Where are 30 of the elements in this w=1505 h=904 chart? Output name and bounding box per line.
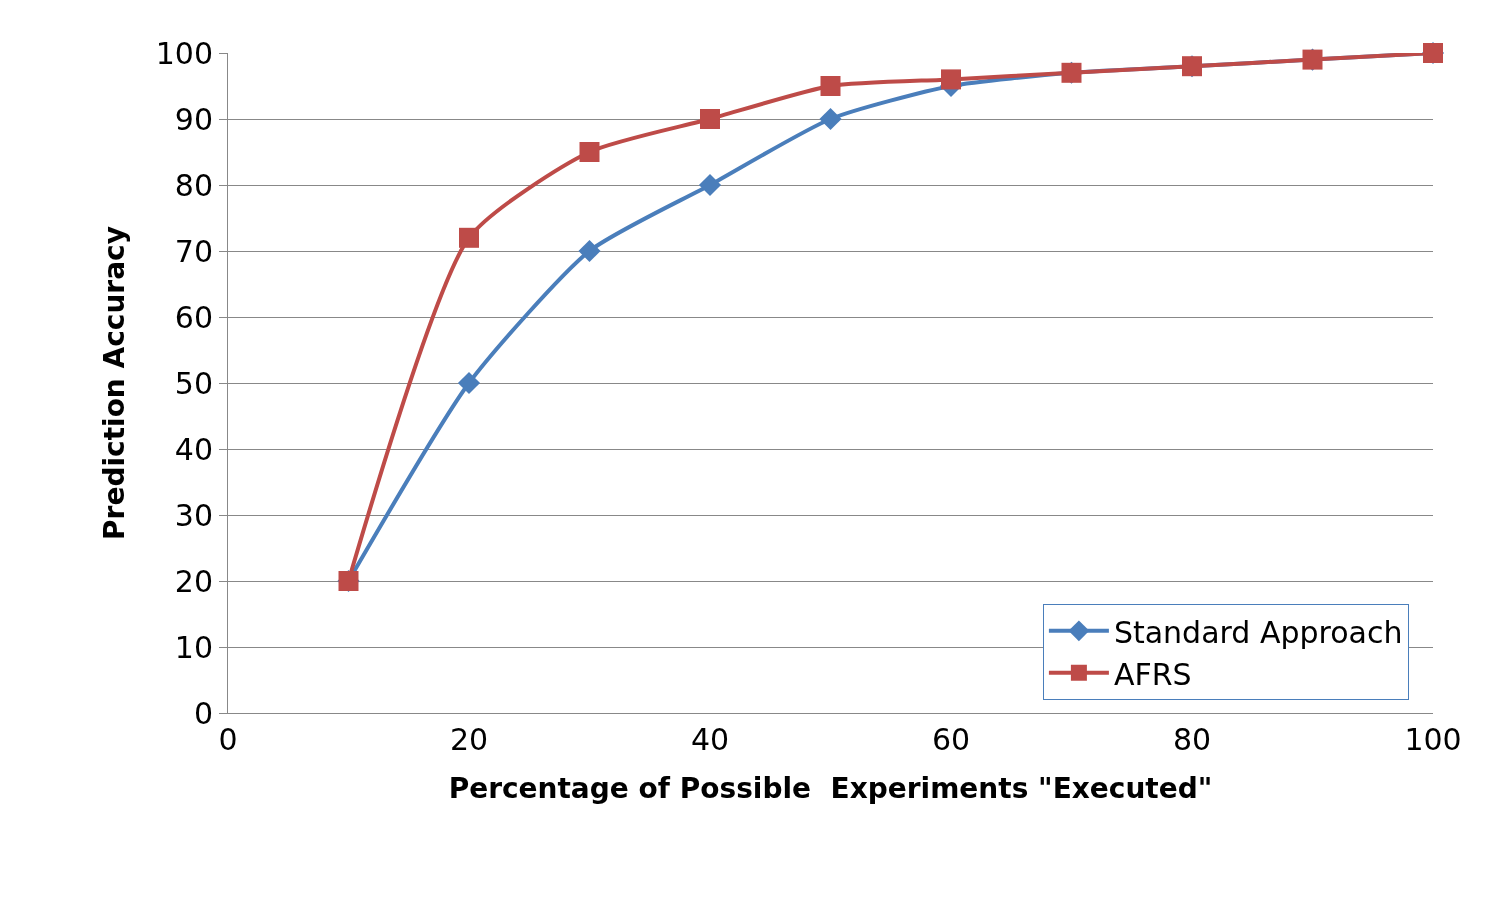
point <box>698 173 722 197</box>
y-tick-label: 70 <box>174 233 213 269</box>
y-axis-title: Prediction Accuracy <box>98 226 132 540</box>
x-tick-label: 100 <box>1404 722 1462 757</box>
y-tick-label: 10 <box>174 629 213 665</box>
point <box>579 142 600 162</box>
legend-label: Standard Approach <box>1113 614 1403 650</box>
point <box>819 107 842 131</box>
point <box>457 371 481 395</box>
point <box>700 109 720 129</box>
x-tick-label: 40 <box>690 722 730 757</box>
y-tick-label: 30 <box>174 497 213 533</box>
y-tick-label: 50 <box>174 365 213 401</box>
y-tick-label: 80 <box>174 167 213 203</box>
legend-label: AFRS <box>1113 656 1192 692</box>
x-tick-label: 20 <box>449 722 489 757</box>
point <box>941 69 961 90</box>
y-tick-label: 60 <box>174 299 213 335</box>
y-tick-label: 0 <box>193 695 213 731</box>
x-axis-title: Percentage of Possible Experiments "Executed" <box>448 772 1213 806</box>
point <box>459 227 479 248</box>
point <box>820 76 841 96</box>
y-tick-label: 100 <box>155 35 213 71</box>
x-tick-label: 80 <box>1172 722 1212 757</box>
x-tick-label: 60 <box>931 722 971 757</box>
y-tick-label: 20 <box>174 563 213 599</box>
x-tick-label: 0 <box>218 722 238 757</box>
y-tick-label: 90 <box>174 101 213 137</box>
point <box>578 239 601 263</box>
y-tick-label: 40 <box>174 431 213 467</box>
